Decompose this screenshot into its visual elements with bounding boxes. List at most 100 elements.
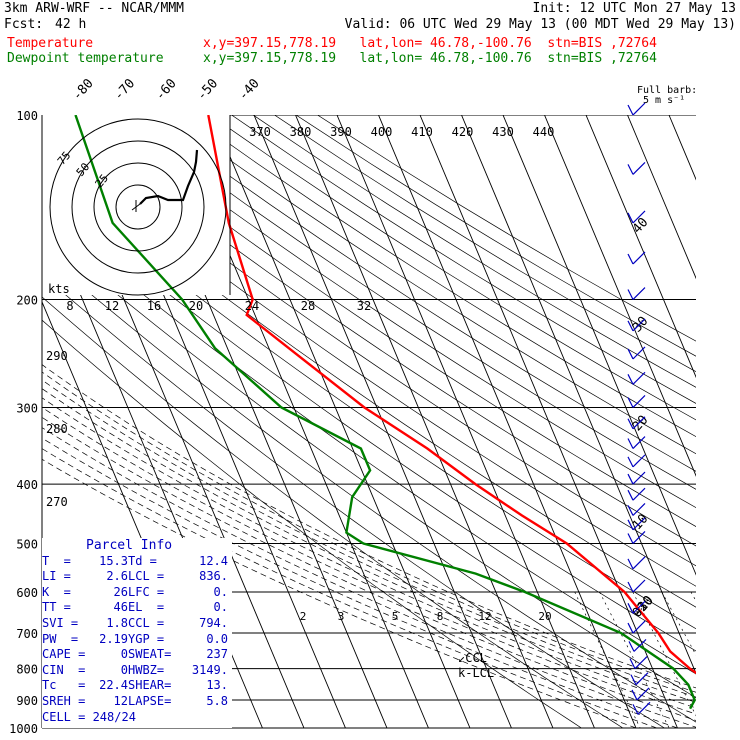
theta-e-label: 370 [249,125,271,139]
wind-barb-shaft [632,287,646,300]
pressure-tick-label: 1000 [9,722,38,736]
parcel-info-cell: 12 [113,693,128,708]
mixing-ratio-line [599,591,670,728]
isotherm [668,115,696,181]
hodograph-axis-label: 8 [66,299,73,313]
moist-adiabat [42,379,696,698]
wind-barb [627,371,646,385]
isotherm-label: -40 [236,76,263,103]
wind-barb-shaft [634,656,648,670]
parcel-info-cell: 0. [213,584,228,599]
pressure-tick-label: 700 [16,627,38,641]
wind-barb-flag [632,704,639,715]
wind-barb-flag [627,505,634,516]
hodograph-axis-label: 20 [189,299,203,313]
parcel-info-cell: T = [42,553,86,568]
pressure-tick-label: 300 [16,401,38,415]
wind-barb [627,600,646,614]
dry-adiabat [252,115,696,388]
parcel-info-cell: 237 [206,647,228,662]
parcel-info-cell: 1.8 [106,615,128,630]
moist-adiabat [42,388,696,703]
wind-barb-flag [627,558,634,570]
dry-adiabat [317,115,696,342]
wind-barb-shaft [632,517,646,531]
wind-barb-shaft [632,556,646,570]
theta-label: 290 [46,349,68,363]
wind-barb-flag [627,253,634,265]
parcel-info-cell: 46 [113,600,128,615]
mixing-ratio-label: 2 [300,610,307,623]
parcel-info-cell: HWBZ= [128,662,165,677]
hodograph-axis-label: 16 [147,299,161,313]
moist-adiabat [42,407,696,715]
wind-barb-flag [627,348,634,360]
parcel-info-row: Tc = 22.4 SHEAR= 13. [42,678,232,694]
wind-barb-shaft [632,502,646,516]
parcel-info-row: TT = 46 EL = 0. [42,600,232,616]
isotherm-label: -70 [111,76,138,103]
dry-adiabat [42,191,696,652]
parcel-info-cell: 15.3 [99,553,128,568]
parcel-cell: CELL = 248/24 [42,709,136,724]
wind-barb-shaft [632,346,646,360]
mixing-ratio-line [724,592,740,728]
pressure-tick-label: 600 [16,586,38,600]
parcel-info-cell: EL = [128,600,165,615]
wind-barb-flag [627,456,634,468]
dewpoint-legend: Dewpoint temperature [7,51,164,66]
isotherm [461,115,696,675]
wind-barb [627,251,646,265]
theta-label: 270 [46,495,68,509]
parcel-info-cell: 22.4 [99,678,128,693]
wind-barb-shaft [632,210,646,224]
wind-barb-flag [627,489,634,501]
parcel-info-cell: 794. [199,615,228,630]
isotherm [419,115,678,728]
moist-adiabat [42,364,696,689]
mixing-ratio-label: 8 [437,610,444,623]
wind-barb [627,318,646,332]
wind-barb-shaft [632,416,646,430]
mixing-ratio-label: 12 [478,610,491,623]
wind-barb [628,638,647,652]
parcel-info-cell: 0. [213,600,228,615]
parcel-info-cell: SREH = [42,693,86,708]
isotherm [627,115,696,280]
theta-e-label: 440 [533,125,555,139]
wind-barb-flag [629,658,636,669]
dry-adiabat [42,153,696,608]
dry-adiabat [231,115,696,404]
dewpoint-location: x,y=397.15,778.19 lat,lon= 46.78,-100.76… [203,51,657,66]
parcel-info-row: SREH = 12 LAPSE= 5.8 [42,694,232,710]
parcel-info-cell: LCL = [128,569,165,584]
wind-barb-shaft [635,672,649,686]
wind-barb [627,487,646,501]
hodograph-ring [71,140,205,274]
isotherm [336,115,595,728]
parcel-info-row: LI = 2.6 LCL = 836. [42,569,232,585]
hodograph-ring [49,118,227,296]
wind-barb-flag [628,641,635,652]
wind-barb [627,287,646,300]
mixing-ratio-line [574,591,641,728]
wind-barb [627,471,646,485]
moist-adiabat [42,416,696,721]
wind-barb [627,395,646,408]
hodograph-trace [139,149,199,205]
wind-barb [627,210,646,224]
parcel-info-cell: 2.6 [106,569,128,584]
hodograph-ring [115,184,161,230]
parcel-info-cell: 12.4 [199,553,228,568]
isotherm [253,115,512,728]
parcel-info-cell: 2.19 [99,631,128,646]
isotherm-label: 30 [630,314,652,336]
wind-barb [627,502,646,516]
wind-barb-shaft [632,487,646,501]
dry-adiabat [42,117,696,567]
temperature-legend: Temperature [7,36,94,51]
isotherm-label: 40 [630,215,652,237]
parcel-info-row: SVI = 1.8 CCL = 794. [42,616,232,632]
wind-barb-shaft [632,436,646,449]
